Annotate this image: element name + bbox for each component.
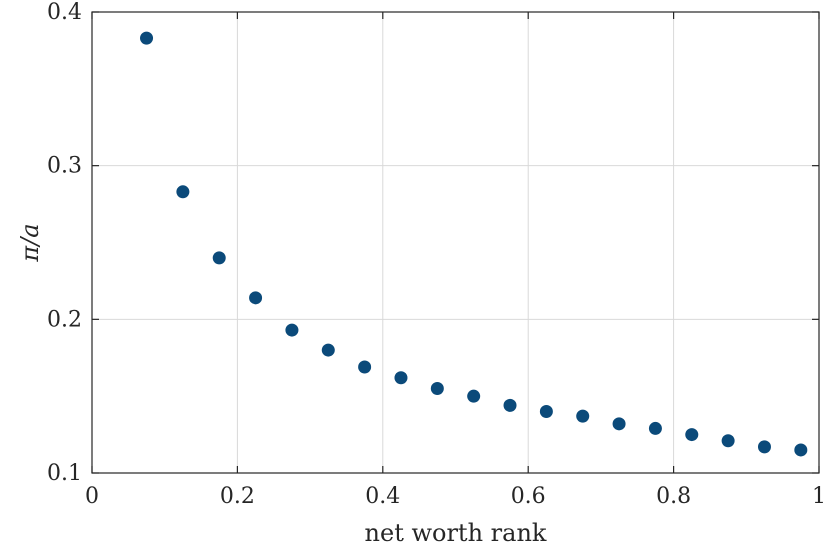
data-point (212, 251, 226, 265)
data-point (394, 371, 408, 385)
data-point (176, 185, 190, 199)
data-point (648, 421, 662, 435)
y-tick-label: 0.4 (47, 0, 82, 25)
plot-background (92, 12, 819, 473)
data-point (612, 417, 626, 431)
x-tick-label: 1 (812, 484, 824, 509)
grid-lines (92, 12, 819, 473)
data-point (321, 343, 335, 357)
x-tick-label: 0.2 (220, 484, 255, 509)
data-point (576, 409, 590, 423)
y-tick-label: 0.3 (47, 154, 82, 179)
plot-frame (91, 11, 820, 474)
x-tick-label: 0 (85, 484, 99, 509)
x-tick-label: 0.8 (656, 484, 691, 509)
data-point (358, 360, 372, 374)
data-point (539, 405, 553, 419)
data-point (757, 440, 771, 454)
data-point (467, 389, 481, 403)
data-point (140, 31, 154, 45)
data-point (285, 323, 299, 337)
data-point (249, 291, 263, 305)
data-point (503, 398, 517, 412)
x-tick-label: 0.6 (511, 484, 546, 509)
tick-labels: 0 0.2 0.4 0.6 0.8 1 0.1 0.2 0.3 0.4 (47, 0, 824, 509)
data-point (685, 428, 699, 442)
data-point (430, 381, 444, 395)
y-axis-label: π/a (16, 223, 44, 262)
y-tick-label: 0.1 (47, 461, 82, 486)
data-point (721, 434, 735, 448)
data-points (140, 31, 808, 457)
y-tick-label: 0.2 (47, 307, 82, 332)
data-point (794, 443, 808, 457)
x-tick-label: 0.4 (365, 484, 400, 509)
x-axis-label: net worth rank (365, 519, 547, 547)
